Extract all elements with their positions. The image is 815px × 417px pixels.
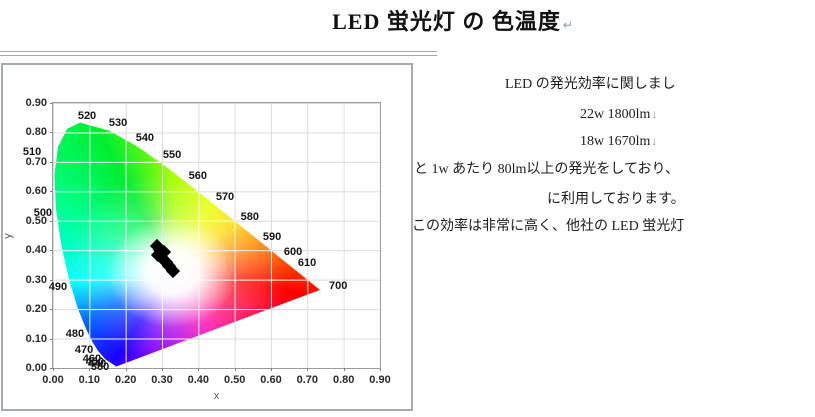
- y-tick-label: 0.60: [25, 185, 47, 198]
- y-tick-mark: [50, 220, 53, 222]
- x-tick-label: 0.20: [114, 374, 137, 386]
- text-line-content: と 1w あたり 80lm以上の発光をしており、: [414, 162, 679, 177]
- text-line: と 1w あたり 80lm以上の発光をしており、: [414, 161, 680, 178]
- x-tick-mark: [234, 368, 236, 371]
- x-tick-label: 0.90: [369, 374, 391, 386]
- line-break-mark: ↓: [651, 134, 658, 148]
- y-tick-label: 0.90: [25, 97, 47, 109]
- wavelength-label: 560: [188, 169, 208, 182]
- x-tick-label: 0.80: [332, 374, 355, 386]
- y-tick-label: 0.10: [25, 332, 47, 345]
- text-line: LED の発光効率に関しまし: [505, 76, 677, 93]
- y-axis-title: y: [2, 232, 14, 239]
- y-tick-mark: [50, 309, 53, 311]
- wavelength-label: 520: [77, 109, 97, 122]
- text-line-content: に利用しております。: [547, 192, 685, 207]
- chromaticity-chart-panel: x y 0.00 0.10 0.20 0.30 0.40 0.50 0.60 0.70 0.80…: [1, 63, 413, 411]
- x-tick-mark: [198, 368, 200, 371]
- x-tick-label: 0.60: [260, 374, 282, 386]
- x-tick-label: 0.00: [42, 374, 64, 386]
- x-tick-label: 0.40: [187, 374, 210, 386]
- x-axis-title: x: [213, 390, 220, 402]
- y-tick-label: 0.50: [25, 214, 47, 227]
- text-line: この効率は非常に高く、他社の LED 蛍光灯: [412, 218, 685, 235]
- wavelength-label: 490: [48, 280, 68, 293]
- y-tick-mark: [50, 103, 53, 104]
- page-title-text: LED 蛍光灯 の 色温度: [332, 9, 561, 34]
- wavelength-label: 590: [262, 231, 282, 244]
- heading-rule: [0, 51, 437, 56]
- y-tick-label: 0.80: [25, 126, 47, 139]
- wavelength-label: 510: [22, 146, 42, 159]
- wavelength-label: 440: [87, 358, 107, 371]
- x-tick-mark: [53, 368, 54, 371]
- text-line: 22w 1800lm↓: [580, 106, 657, 123]
- wavelength-label: 570: [215, 191, 235, 204]
- x-tick-mark: [343, 368, 345, 371]
- wavelength-label: 470: [74, 343, 94, 356]
- y-tick-label: 0.30: [25, 273, 47, 286]
- x-tick-mark: [271, 368, 272, 371]
- x-tick-label: 0.50: [223, 374, 246, 386]
- x-tick-mark: [380, 368, 381, 371]
- wavelength-label: 500: [33, 206, 53, 219]
- y-tick-mark: [50, 279, 53, 281]
- y-tick-mark: [50, 132, 53, 134]
- line-break-mark: ↓: [651, 107, 658, 121]
- wavelength-label: 600: [283, 245, 303, 258]
- x-tick-mark: [162, 368, 163, 371]
- page-title: LED 蛍光灯 の 色温度 ↵: [90, 4, 815, 36]
- wavelength-label: 380: [90, 360, 110, 373]
- white-gridlines: [54, 122, 320, 367]
- y-tick-mark: [50, 250, 53, 252]
- y-tick-label: 0.20: [25, 303, 47, 316]
- wavelength-label: 460: [82, 352, 102, 365]
- text-line-content: この効率は非常に高く、他社の LED 蛍光灯: [412, 219, 685, 234]
- text-line-content: 22w 1800lm: [580, 107, 651, 122]
- x-tick-mark: [89, 368, 91, 371]
- wavelength-label: 700: [328, 280, 348, 293]
- wavelength-label: 530: [108, 116, 128, 129]
- wavelength-label: 580: [240, 210, 260, 223]
- text-line-content: LED の発光効率に関しまし: [505, 77, 676, 92]
- wavelength-label: 450: [85, 355, 105, 368]
- return-mark-icon: ↵: [562, 18, 574, 32]
- x-tick-label: 0.10: [78, 374, 101, 386]
- plot-area: x y 0.00 0.10 0.20 0.30 0.40 0.50 0.60 0.70 0.80…: [2, 97, 391, 402]
- wavelength-label: 610: [297, 257, 317, 270]
- text-line: に利用しております。: [547, 191, 686, 208]
- wavelength-label: 550: [162, 148, 182, 161]
- y-tick-mark: [50, 191, 53, 193]
- wavelength-label: 540: [135, 131, 155, 144]
- y-tick-mark: [50, 338, 53, 340]
- y-tick-mark: [50, 368, 53, 369]
- y-tick-mark: [50, 161, 53, 163]
- x-tick-mark: [125, 368, 127, 371]
- x-tick-mark: [307, 368, 309, 371]
- text-line-content: 18w 1670lm: [580, 134, 651, 149]
- y-tick-label: 0.70: [25, 155, 47, 168]
- y-tick-label: 0.40: [25, 244, 47, 257]
- y-tick-label: 0.00: [25, 362, 47, 374]
- text-line: 18w 1670lm↓: [580, 133, 657, 150]
- x-tick-label: 0.70: [296, 374, 319, 386]
- wavelength-label: 480: [65, 328, 85, 341]
- x-tick-label: 0.30: [151, 374, 173, 386]
